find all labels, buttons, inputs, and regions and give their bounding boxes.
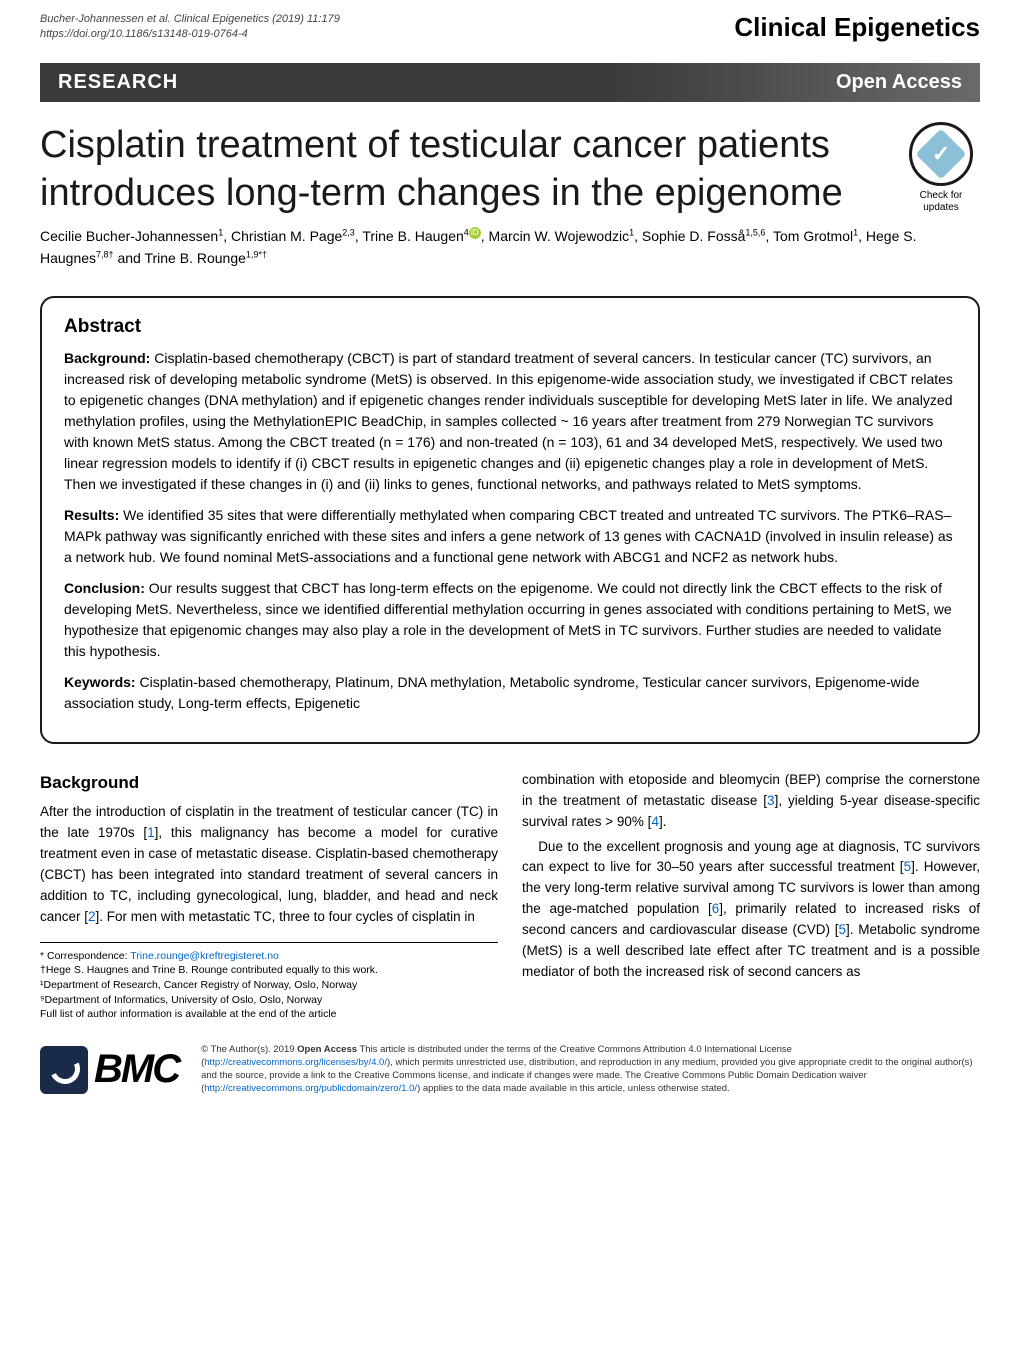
bmc-logo: BMC xyxy=(40,1046,179,1094)
correspondence-email[interactable]: Trine.rounge@kreftregisteret.no xyxy=(130,950,279,962)
category-label: RESEARCH xyxy=(58,71,178,94)
check-circle-icon: ✓ xyxy=(909,122,973,186)
body-paragraph-2: combination with etoposide and bleomycin… xyxy=(522,770,980,833)
reference-link-5b[interactable]: 5 xyxy=(838,922,846,937)
check-inner-icon: ✓ xyxy=(916,129,967,180)
footnote-1: †Hege S. Haugnes and Trine B. Rounge con… xyxy=(40,963,498,978)
abstract-keywords-text: Cisplatin-based chemotherapy, Platinum, … xyxy=(64,674,919,711)
reference-link-2[interactable]: 2 xyxy=(88,909,96,924)
check-updates-badge[interactable]: ✓ Check for updates xyxy=(902,122,980,212)
abstract-conclusion-text: Our results suggest that CBCT has long-t… xyxy=(64,580,952,659)
body-paragraph-3: Due to the excellent prognosis and young… xyxy=(522,837,980,983)
check-updates-text: Check for updates xyxy=(902,190,980,214)
abstract-results-text: We identified 35 sites that were differe… xyxy=(64,507,953,565)
checkmark-icon: ✓ xyxy=(932,141,950,167)
page-header: Bucher-Johannessen et al. Clinical Epige… xyxy=(0,0,1020,51)
article-title: Cisplatin treatment of testicular cancer… xyxy=(40,122,902,217)
journal-name: Clinical Epigenetics xyxy=(734,12,980,43)
doi-text: https://doi.org/10.1186/s13148-019-0764-… xyxy=(40,27,340,42)
abstract-background-text: Cisplatin-based chemotherapy (CBCT) is p… xyxy=(64,350,953,492)
abstract-background: Background: Cisplatin-based chemotherapy… xyxy=(64,348,956,495)
open-access-label: Open Access xyxy=(836,71,962,94)
background-heading: Background xyxy=(40,770,498,796)
license-link-2[interactable]: http://creativecommons.org/publicdomain/… xyxy=(204,1083,417,1094)
abstract-results: Results: We identified 35 sites that wer… xyxy=(64,505,956,568)
category-bar: RESEARCH Open Access xyxy=(40,63,980,102)
abstract-box: Abstract Background: Cisplatin-based che… xyxy=(40,296,980,744)
citation-block: Bucher-Johannessen et al. Clinical Epige… xyxy=(40,12,340,43)
authors-line: Cecilie Bucher-Johannessen1, Christian M… xyxy=(0,225,1020,286)
orcid-icon[interactable]: iD xyxy=(469,227,481,239)
abstract-heading: Abstract xyxy=(64,316,956,338)
reference-link-5[interactable]: 5 xyxy=(904,859,912,874)
abstract-results-label: Results: xyxy=(64,507,119,523)
open-access-bold: Open Access xyxy=(297,1044,357,1055)
abstract-keywords-label: Keywords: xyxy=(64,674,136,690)
title-section: Cisplatin treatment of testicular cancer… xyxy=(0,102,1020,225)
abstract-conclusion: Conclusion: Our results suggest that CBC… xyxy=(64,578,956,662)
bmc-text: BMC xyxy=(94,1047,179,1092)
bmc-arc-icon xyxy=(46,1049,84,1087)
correspondence-line: * Correspondence: Trine.rounge@kreftregi… xyxy=(40,949,498,964)
abstract-keywords: Keywords: Cisplatin-based chemotherapy, … xyxy=(64,672,956,714)
abstract-conclusion-label: Conclusion: xyxy=(64,580,145,596)
bmc-square-icon xyxy=(40,1046,88,1094)
footnotes: * Correspondence: Trine.rounge@kreftregi… xyxy=(40,942,498,1022)
citation-text: Bucher-Johannessen et al. Clinical Epige… xyxy=(40,12,340,27)
footnote-4: Full list of author information is avail… xyxy=(40,1007,498,1022)
column-right: combination with etoposide and bleomycin… xyxy=(522,770,980,1022)
footnote-2: ¹Department of Research, Cancer Registry… xyxy=(40,978,498,993)
reference-link-3[interactable]: 3 xyxy=(767,793,775,808)
body-paragraph-1: After the introduction of cisplatin in t… xyxy=(40,802,498,928)
reference-link-4[interactable]: 4 xyxy=(651,814,659,829)
column-left: Background After the introduction of cis… xyxy=(40,770,498,1022)
license-link-1[interactable]: http://creativecommons.org/licenses/by/4… xyxy=(204,1057,387,1068)
page-footer: BMC © The Author(s). 2019 Open Access Th… xyxy=(0,1032,1020,1115)
authors-text: Cecilie Bucher-Johannessen1, Christian M… xyxy=(40,228,917,266)
body-columns: Background After the introduction of cis… xyxy=(0,754,1020,1032)
abstract-background-label: Background: xyxy=(64,350,150,366)
license-text: © The Author(s). 2019 Open Access This a… xyxy=(201,1044,980,1095)
footnote-3: ⁹Department of Informatics, University o… xyxy=(40,993,498,1008)
reference-link-1[interactable]: 1 xyxy=(147,825,155,840)
